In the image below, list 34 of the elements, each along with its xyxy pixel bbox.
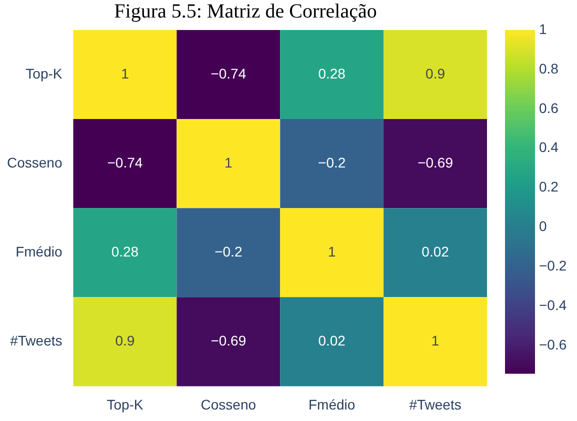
data-label: −0.74: [107, 154, 143, 170]
color-bar-label: 0.6: [539, 100, 559, 116]
color-bar-label: 0.2: [539, 178, 559, 195]
data-label: −0.2: [318, 154, 346, 170]
y-tick-label: Top-K: [26, 65, 63, 82]
x-tick-label: Top-K: [106, 396, 144, 412]
x-tick-label: #Tweets: [409, 396, 462, 412]
data-label: −0.74: [210, 65, 246, 82]
data-label: −0.69: [210, 332, 246, 349]
color-bar-label: 0: [539, 218, 547, 234]
data-label: 0.9: [115, 332, 135, 349]
chart-title: Figura 5.5: Matriz de Correlação: [114, 0, 377, 22]
data-label: 0.02: [422, 243, 450, 260]
color-bar-label: 1: [539, 20, 547, 37]
data-label: 1: [431, 332, 440, 349]
y-tick-label: Cosseno: [6, 154, 62, 170]
data-label: 0.28: [318, 65, 346, 82]
color-bar-label: 0.4: [539, 139, 559, 156]
data-label: 0.9: [426, 65, 446, 82]
data-label: −0.2: [214, 243, 242, 260]
data-label: 1: [121, 65, 130, 82]
x-tick-label: Cosseno: [200, 396, 256, 412]
data-label: 0.02: [318, 332, 346, 349]
data-label: 1: [328, 243, 336, 260]
data-label: −0.69: [418, 154, 454, 170]
color-bar-label: −0.4: [539, 296, 567, 313]
data-label: 0.28: [111, 243, 139, 260]
color-bar-label: −0.2: [539, 258, 567, 274]
y-tick-label: Fmédio: [16, 243, 62, 260]
x-tick-label: Fmédio: [308, 396, 356, 412]
color-bar-label: 0.8: [539, 60, 559, 76]
color-bar-label: −0.6: [539, 336, 567, 352]
y-tick-label: #Tweets: [10, 332, 62, 349]
data-label: 1: [224, 154, 233, 170]
